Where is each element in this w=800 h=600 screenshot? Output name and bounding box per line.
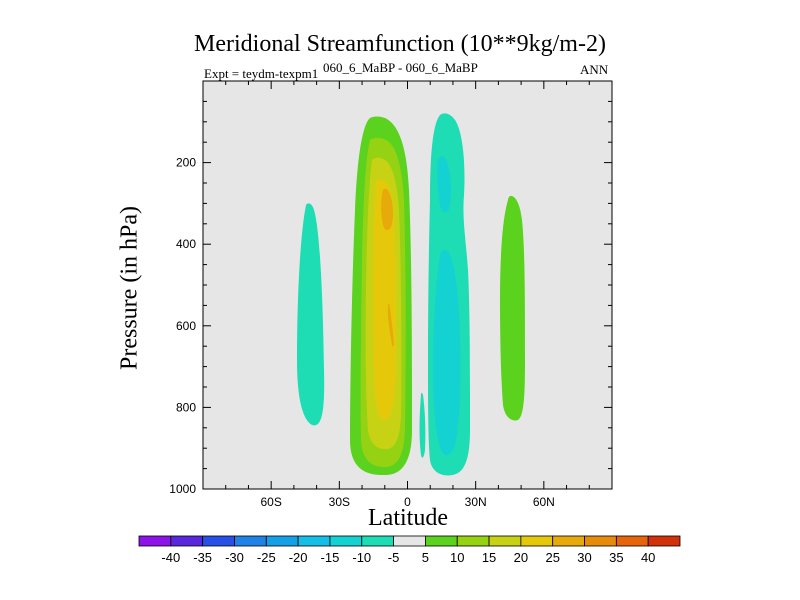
colorbar-label: 35: [609, 550, 623, 565]
chart-title: Meridional Streamfunction (10**9kg/m-2): [194, 31, 606, 57]
colorbar-label: -10: [352, 550, 371, 565]
colorbar-label: 25: [545, 550, 559, 565]
colorbar-swatch: [647, 535, 681, 547]
contour-tropical-sh-pos25: [373, 179, 396, 420]
colorbar-label: -35: [193, 550, 212, 565]
season-label: ANN: [580, 62, 609, 77]
contour-tropical-sh-pos30-streak: [387, 303, 394, 347]
colorbar-swatch: [584, 535, 617, 547]
y-tick-label: 600: [176, 319, 196, 333]
colorbar-swatch: [138, 535, 172, 547]
colorbar-label: -15: [321, 550, 340, 565]
colorbar-swatch: [520, 535, 554, 547]
y-tick-label: 200: [176, 156, 196, 170]
contour-tropical-sh-pos30: [381, 188, 393, 231]
axes: 60S 30S 0 30N 60N 200 400 600 800 1000: [169, 81, 613, 509]
y-tick-label: 800: [176, 400, 196, 414]
colorbar-label: -25: [257, 550, 276, 565]
colorbar-swatch: [265, 535, 299, 547]
colorbar-swatch: [488, 535, 522, 547]
experiment-label: Expt = teydm-texpm1: [204, 66, 319, 81]
contour-equatorial-sliver: [419, 392, 426, 458]
colorbar: -40 -35 -30 -25 -20 -15 -10 -5 5 10 15 20 25 30 35 40: [138, 535, 681, 565]
colorbar-label: 10: [450, 550, 464, 565]
x-axis-label: Latitude: [368, 505, 448, 531]
x-tick-label: 0: [404, 495, 411, 509]
colorbar-swatch: [615, 535, 649, 547]
colorbar-label: -5: [388, 550, 400, 565]
colorbar-label: 40: [641, 550, 655, 565]
colorbar-label: -20: [289, 550, 308, 565]
colorbar-swatch: [393, 535, 426, 547]
colorbar-swatch: [297, 535, 331, 547]
contour-tropical-nh-neg15: [437, 156, 451, 213]
x-tick-label: 60S: [260, 495, 281, 509]
contour-sh-cell-neg10: [297, 203, 325, 426]
contour-nh-cell-pos10: [500, 195, 525, 421]
colorbar-label: 15: [482, 550, 496, 565]
y-tick-label: 400: [176, 237, 196, 251]
colorbar-label: 5: [422, 550, 429, 565]
x-tick-label: 30S: [329, 495, 350, 509]
colorbar-label: 20: [514, 550, 528, 565]
colorbar-swatch: [170, 535, 204, 547]
colorbar-swatch: [361, 535, 394, 547]
y-tick-label: 1000: [169, 482, 196, 496]
case-label: 060_6_MaBP - 060_6_MaBP: [323, 60, 478, 75]
x-tick-label: 30N: [465, 495, 487, 509]
colorbar-swatch: [425, 535, 458, 547]
colorbar-swatch: [202, 535, 235, 547]
colorbar-swatch: [234, 535, 267, 547]
colorbar-label: 30: [577, 550, 591, 565]
colorbar-swatch: [552, 535, 585, 547]
colorbar-label: -30: [225, 550, 244, 565]
x-tick-label: 60N: [533, 495, 555, 509]
colorbar-swatch: [329, 535, 363, 547]
colorbar-label: -40: [161, 550, 180, 565]
colorbar-swatch: [456, 535, 490, 547]
contour-tropical-nh-neg15-lower: [433, 249, 461, 456]
